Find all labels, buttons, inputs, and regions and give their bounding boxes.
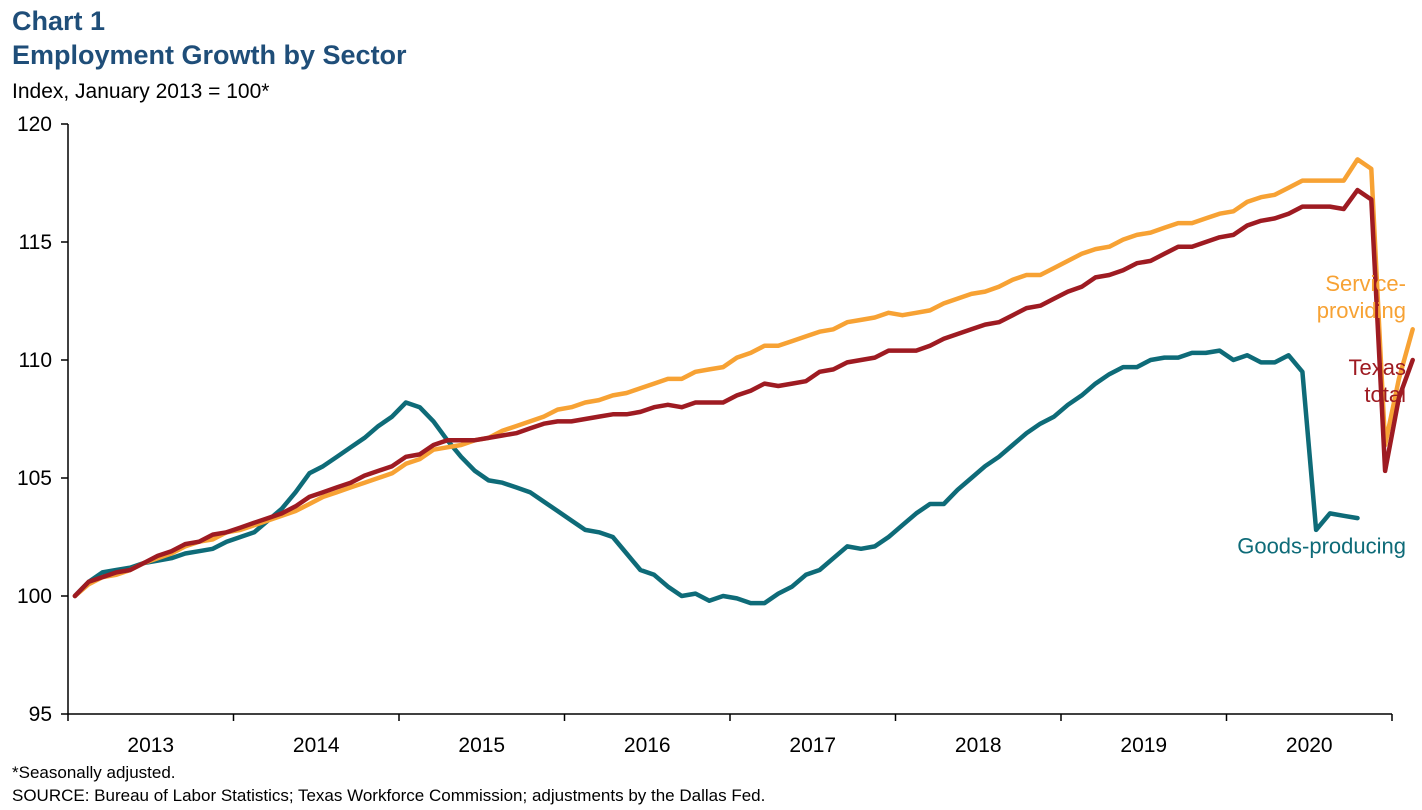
x-tick-label: 2014 bbox=[293, 734, 340, 757]
series-label: Goods-producing bbox=[1237, 534, 1406, 559]
x-tick-label: 2018 bbox=[955, 734, 1002, 757]
y-tick-label: 120 bbox=[17, 113, 52, 136]
series-line-service-providing bbox=[72, 157, 1415, 599]
x-tick-label: 2015 bbox=[458, 734, 505, 757]
y-tick-label: 115 bbox=[19, 231, 52, 254]
series-label: Texas total bbox=[1349, 355, 1406, 407]
x-tick-label: 2017 bbox=[789, 734, 836, 757]
y-tick-label: 110 bbox=[19, 349, 52, 372]
series-line-goods-producing bbox=[72, 348, 1360, 606]
x-axis-ticks: 2013 2014 2015 2016 2017 2018 2019 2020 bbox=[67, 714, 1393, 757]
footnote: *Seasonally adjusted. bbox=[12, 763, 176, 782]
chart-number: Chart 1 bbox=[12, 6, 106, 36]
axes bbox=[67, 124, 1392, 715]
x-tick-label: 2013 bbox=[127, 734, 174, 757]
y-axis-ticks: 95 100 105 110 115 120 bbox=[17, 113, 68, 726]
series-line-texas-total bbox=[72, 187, 1415, 599]
x-tick-label: 2016 bbox=[624, 734, 671, 757]
series-label: Service-providing bbox=[1317, 271, 1406, 323]
chart-title: Employment Growth by Sector bbox=[12, 40, 407, 70]
y-tick-label: 105 bbox=[17, 467, 52, 490]
y-axis-unit-label: Index, January 2013 = 100* bbox=[12, 80, 270, 103]
series-lines bbox=[72, 157, 1415, 606]
x-tick-label: 2019 bbox=[1120, 734, 1167, 757]
series-labels: Service-providing Texas total Goods-produci… bbox=[1237, 271, 1406, 559]
y-tick-label: 100 bbox=[17, 585, 52, 608]
y-tick-label: 95 bbox=[29, 703, 52, 726]
x-tick-label: 2020 bbox=[1286, 734, 1333, 757]
source-note: SOURCE: Bureau of Labor Statistics; Texa… bbox=[12, 786, 766, 805]
